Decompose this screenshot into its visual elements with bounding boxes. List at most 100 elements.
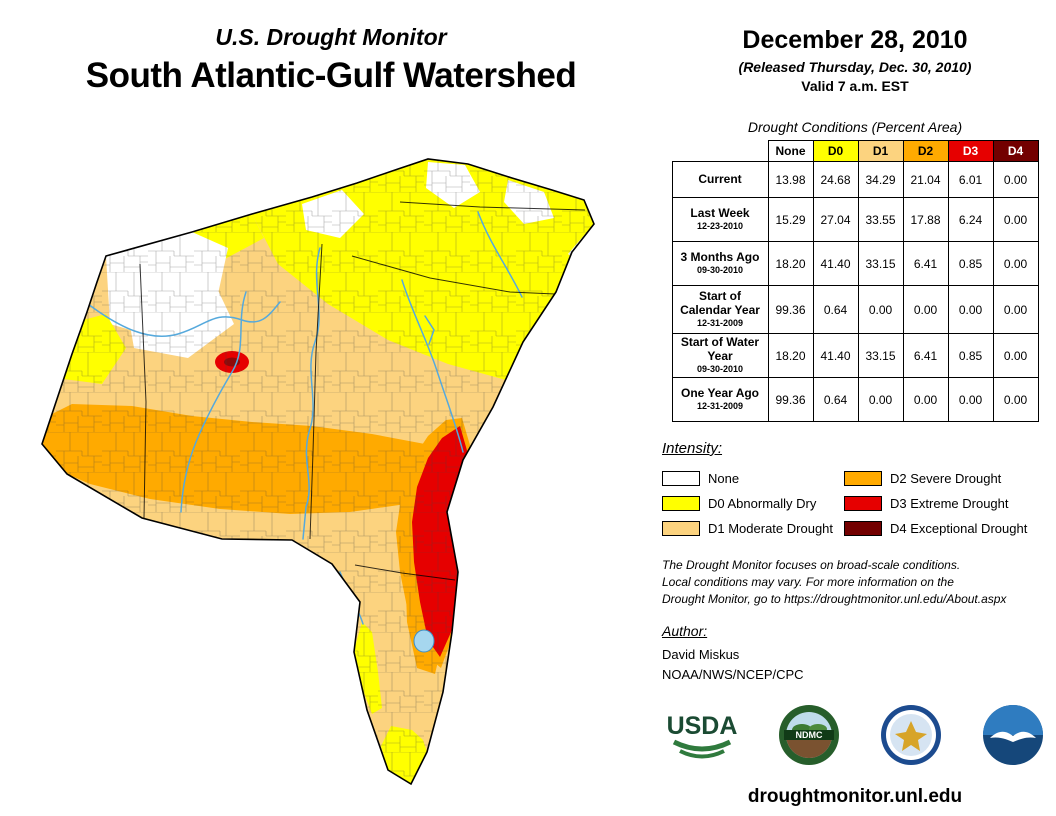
footer-url[interactable]: droughtmonitor.unl.edu bbox=[747, 786, 963, 808]
row-sublabel: 09-30-2010 bbox=[696, 363, 744, 374]
col-header-d3: D3 bbox=[947, 140, 994, 162]
table-row-start-water-year: Start of Water Year 09-30-2010 18.20 41.4… bbox=[671, 333, 1039, 378]
legend-item-d4: D4 Exceptional Drought bbox=[844, 516, 1044, 541]
table-cell: 6.41 bbox=[902, 333, 949, 378]
noaa-seagull-icon bbox=[990, 732, 1036, 743]
legend-grid: None D0 Abnormally Dry D1 Moderate Droug… bbox=[662, 466, 1048, 541]
title-block: U.S. Drought Monitor South Atlantic-Gulf… bbox=[0, 24, 662, 96]
drought-map-svg bbox=[41, 158, 595, 786]
table-row-last-week: Last Week 12-23-2010 15.29 27.04 33.55 17… bbox=[671, 197, 1039, 242]
report-title: U.S. Drought Monitor bbox=[215, 24, 447, 50]
logos-row: USDA NDMC bbox=[662, 700, 1048, 770]
us-department-of-commerce-seal bbox=[881, 705, 941, 766]
table-cell: 99.36 bbox=[767, 377, 814, 422]
border-al-ga bbox=[309, 243, 323, 540]
map-regions bbox=[42, 159, 594, 784]
col-header-d0: D0 bbox=[812, 140, 859, 162]
river-savannah bbox=[401, 279, 464, 453]
usda-logo-text: USDA bbox=[667, 712, 738, 740]
table-cell: 33.55 bbox=[857, 197, 904, 242]
table-cell: 18.20 bbox=[767, 241, 814, 286]
table-cell: 0.00 bbox=[992, 285, 1039, 334]
row-label: Start of Calendar Year bbox=[680, 289, 760, 318]
col-header-d1: D1 bbox=[857, 140, 904, 162]
table-corner-cell bbox=[672, 140, 768, 162]
table-title: Drought Conditions (Percent Area) bbox=[747, 119, 963, 135]
noaa-logo bbox=[983, 705, 1043, 766]
legend-label: D0 Abnormally Dry bbox=[708, 496, 817, 511]
valid-time: Valid 7 a.m. EST bbox=[801, 78, 909, 94]
legend-label: D1 Moderate Drought bbox=[708, 521, 834, 536]
border-al-ms bbox=[139, 263, 147, 519]
table-cell: 33.15 bbox=[857, 241, 904, 286]
legend-label: D2 Severe Drought bbox=[890, 471, 1002, 486]
legend-swatch-d4 bbox=[844, 521, 882, 536]
disclaimer: The Drought Monitor focuses on broad-sca… bbox=[662, 557, 1048, 607]
usda-logo: USDA bbox=[667, 712, 738, 759]
table-cell: 15.29 bbox=[767, 197, 814, 242]
table-cell: 0.85 bbox=[947, 333, 994, 378]
legend-swatch-d3 bbox=[844, 496, 882, 511]
table-cell: 27.04 bbox=[812, 197, 859, 242]
row-label: One Year Ago bbox=[680, 386, 760, 401]
table-cell: 0.00 bbox=[992, 333, 1039, 378]
table-cell: 0.00 bbox=[902, 285, 949, 334]
table-cell: 41.40 bbox=[812, 241, 859, 286]
table-cell: 0.00 bbox=[992, 377, 1039, 422]
table-cell: 0.00 bbox=[857, 285, 904, 334]
drought-map bbox=[10, 152, 670, 808]
table-cell: 0.00 bbox=[947, 377, 994, 422]
legend-item-d3: D3 Extreme Drought bbox=[844, 491, 1044, 516]
legend-item-none: None bbox=[662, 466, 844, 491]
ndmc-logo-text: NDMC bbox=[796, 730, 823, 740]
table-cell: 6.24 bbox=[947, 197, 994, 242]
table-row-start-calendar-year: Start of Calendar Year 12-31-2009 99.36 0… bbox=[671, 285, 1039, 334]
legend-label: D3 Extreme Drought bbox=[890, 496, 1009, 511]
disclaimer-line: Local conditions may vary. For more info… bbox=[662, 574, 954, 589]
watershed-outline bbox=[41, 158, 595, 786]
region-title: South Atlantic-Gulf Watershed bbox=[85, 56, 577, 95]
legend-item-d2: D2 Severe Drought bbox=[844, 466, 1044, 491]
state-borders bbox=[139, 201, 586, 581]
table-cell: 0.00 bbox=[992, 197, 1039, 242]
table-cell: 13.98 bbox=[767, 161, 814, 198]
row-label-cell: Current bbox=[671, 161, 769, 198]
legend-swatch-none bbox=[662, 471, 700, 486]
table-cell: 99.36 bbox=[767, 285, 814, 334]
county-boundaries bbox=[42, 159, 594, 784]
report-date: December 28, 2010 bbox=[742, 26, 968, 54]
table-cell: 0.64 bbox=[812, 285, 859, 334]
table-cell: 0.00 bbox=[992, 241, 1039, 286]
ndmc-logo: NDMC bbox=[779, 705, 839, 766]
row-label: Last Week bbox=[690, 206, 750, 221]
legend-swatch-d2 bbox=[844, 471, 882, 486]
row-label-cell: 3 Months Ago 09-30-2010 bbox=[671, 241, 769, 286]
ndmc-banner-icon bbox=[784, 730, 834, 741]
row-label: Current bbox=[698, 171, 742, 186]
legend-label: D4 Exceptional Drought bbox=[890, 521, 1028, 536]
table-cell: 0.00 bbox=[857, 377, 904, 422]
border-nc-sc bbox=[351, 255, 556, 295]
legend-swatch-d1 bbox=[662, 521, 700, 536]
row-label-cell: One Year Ago 12-31-2009 bbox=[671, 377, 769, 422]
table-cell: 0.00 bbox=[947, 285, 994, 334]
legend-item-d0: D0 Abnormally Dry bbox=[662, 491, 844, 516]
info-panel: December 28, 2010 (Released Thursday, De… bbox=[662, 26, 1048, 808]
table-header-row: None D0 D1 D2 D3 D4 bbox=[672, 140, 1039, 162]
intensity-legend: Intensity: None D0 Abnormally Dry D1 Mod… bbox=[662, 440, 1048, 541]
border-va-nc bbox=[399, 201, 586, 211]
table-cell: 6.01 bbox=[947, 161, 994, 198]
legend-item-d1: D1 Moderate Drought bbox=[662, 516, 844, 541]
row-label: 3 Months Ago bbox=[680, 250, 760, 265]
row-label: Start of Water Year bbox=[680, 335, 760, 364]
author-heading: Author: bbox=[662, 623, 708, 640]
river-chattahoochee bbox=[302, 247, 321, 540]
river-tennessee bbox=[87, 301, 281, 338]
row-label-cell: Start of Water Year 09-30-2010 bbox=[671, 333, 769, 378]
river-peedee bbox=[477, 211, 523, 298]
table-row-3-months-ago: 3 Months Ago 09-30-2010 18.20 41.40 33.15… bbox=[671, 241, 1039, 286]
table-cell: 21.04 bbox=[902, 161, 949, 198]
table-cell: 0.00 bbox=[902, 377, 949, 422]
disclaimer-line: Drought Monitor, go to https://droughtmo… bbox=[662, 591, 1007, 606]
